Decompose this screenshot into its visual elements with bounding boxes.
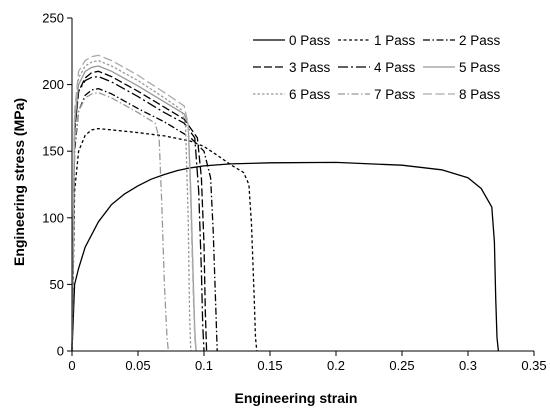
y-tick-label: 100 [42,210,64,225]
legend-label: 6 Pass [289,87,331,102]
legend-label: 5 Pass [459,60,501,75]
y-axis-ticks: 0 50 100 150 200 250 [42,11,72,359]
x-tick-label: 0.3 [459,358,477,373]
axes [71,18,534,352]
legend-item-5: 5 Pass [423,60,501,75]
x-tick-label: 0.2 [327,358,345,373]
legend: 0 Pass 1 Pass 2 Pass 3 Pass 4 Pass 5 Pass 6 Pa… [253,33,501,102]
legend-item-1: 1 Pass [338,33,416,48]
legend-label: 8 Pass [459,87,501,102]
series-line-6 [71,59,192,352]
x-axis-label: Engineering strain [235,390,358,406]
y-tick-label: 150 [42,144,64,159]
x-tick-label: 0.1 [195,358,213,373]
x-tick-label: 0 [68,358,75,373]
legend-label: 2 Pass [459,33,501,48]
series-line-0 [71,161,500,352]
legend-item-6: 6 Pass [253,87,331,102]
series-curves [71,54,500,352]
y-tick-label: 200 [42,77,64,92]
legend-label: 3 Pass [289,60,331,75]
y-axis-label: Engineering stress (MPa) [11,98,27,266]
x-tick-label: 0.35 [521,358,546,373]
x-tick-label: 0.15 [257,358,282,373]
x-tick-label: 0.25 [389,358,414,373]
series-line-8 [71,54,197,352]
legend-label: 4 Pass [374,60,416,75]
legend-label: 0 Pass [289,33,331,48]
legend-item-8: 8 Pass [423,87,501,102]
series-line-1 [71,127,258,352]
series-line-7 [71,91,170,352]
legend-item-2: 2 Pass [423,33,501,48]
legend-label: 1 Pass [374,33,416,48]
y-tick-label: 250 [42,11,64,26]
legend-item-4: 4 Pass [338,60,416,75]
x-tick-label: 0.05 [125,358,150,373]
legend-item-7: 7 Pass [338,87,416,102]
series-line-3 [71,70,208,352]
legend-label: 7 Pass [374,87,416,102]
legend-item-0: 0 Pass [253,33,331,48]
y-tick-label: 50 [50,277,64,292]
series-line-4 [71,75,205,352]
x-axis-ticks: 0 0.05 0.1 0.15 0.2 0.25 0.3 0.35 [68,351,547,373]
legend-item-3: 3 Pass [253,60,331,75]
y-tick-label: 0 [57,344,64,359]
